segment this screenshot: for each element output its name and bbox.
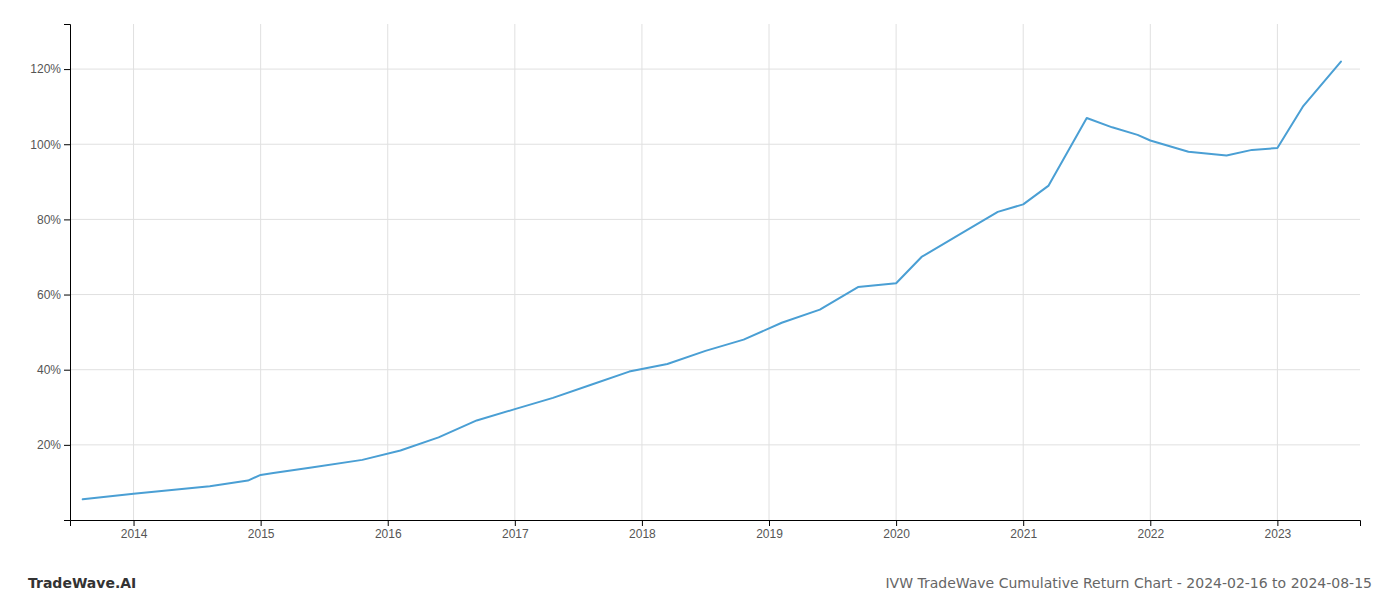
grid-line — [260, 24, 261, 520]
marks — [83, 62, 1341, 500]
tick-mark — [64, 370, 70, 371]
grid-line — [896, 24, 897, 520]
grid-line — [70, 219, 1360, 220]
tick-mark — [1023, 520, 1024, 526]
grid-line — [1277, 24, 1278, 520]
title: IVW TradeWave Cumulative Return Chart - … — [885, 575, 1372, 591]
tick-label: 2015 — [248, 527, 275, 541]
grid — [70, 24, 1360, 520]
grid-line — [641, 24, 642, 520]
x-tick: 2014 — [121, 520, 148, 541]
tick-label: 60% — [37, 288, 61, 302]
y-tick: 100% — [30, 138, 70, 152]
x-tick: 2023 — [1265, 520, 1292, 541]
grid-line — [70, 69, 1360, 70]
y-tick: 20% — [37, 438, 70, 452]
line — [83, 62, 1341, 500]
tick-label: 2020 — [883, 527, 910, 541]
x-tick: 2020 — [883, 520, 910, 541]
tick-mark — [1150, 520, 1151, 526]
tick-mark — [64, 144, 70, 145]
x-tick: 2017 — [502, 520, 529, 541]
grid-line — [387, 24, 388, 520]
tick-label: 2022 — [1137, 527, 1164, 541]
grid-line — [70, 294, 1360, 295]
tick-label: 2018 — [629, 527, 656, 541]
grid-line — [769, 24, 770, 520]
axis-line — [64, 25, 71, 521]
x-tick: 2021 — [1010, 520, 1037, 541]
grid-line — [514, 24, 515, 520]
tick-label: 40% — [37, 363, 61, 377]
grid-line — [70, 369, 1360, 370]
x-axis: 2014 2015 2016 2017 2018 2019 2020 2021 2022 2023 — [71, 520, 1361, 541]
tick-label: 2016 — [375, 527, 402, 541]
y-axis: 20% 40% 60% 80% 100% 120% — [30, 25, 70, 521]
tick-label: 120% — [30, 62, 61, 76]
tick-label: 80% — [37, 213, 61, 227]
annotation: TradeWave.AI — [28, 575, 136, 591]
tick-mark — [642, 520, 643, 526]
x-tick: 2015 — [248, 520, 275, 541]
x-tick: 2022 — [1137, 520, 1164, 541]
tick-label: 2021 — [1010, 527, 1037, 541]
tick-mark — [64, 295, 70, 296]
tick-mark — [769, 520, 770, 526]
tick-mark — [134, 520, 135, 526]
grid-line — [1023, 24, 1024, 520]
tick-mark — [64, 445, 70, 446]
tick-label: 2019 — [756, 527, 783, 541]
tick-label: 2017 — [502, 527, 529, 541]
tick-mark — [261, 520, 262, 526]
tick-mark — [515, 520, 516, 526]
tick-mark — [896, 520, 897, 526]
tick-mark — [64, 69, 70, 70]
axis-line — [71, 521, 1361, 527]
plot: 2014 2015 2016 2017 2018 2019 2020 2021 2022 2023… — [30, 24, 1360, 541]
x-tick: 2016 — [375, 520, 402, 541]
tick-label: 2014 — [121, 527, 148, 541]
x-tick: 2019 — [756, 520, 783, 541]
tick-label: 100% — [30, 138, 61, 152]
y-tick: 120% — [30, 62, 70, 76]
chart: 2014 2015 2016 2017 2018 2019 2020 2021 2022 2023… — [0, 0, 1400, 600]
tick-mark — [64, 219, 70, 220]
tick-label: 2023 — [1265, 527, 1292, 541]
tick-mark — [1277, 520, 1278, 526]
grid-line — [133, 24, 134, 520]
grid-line — [1150, 24, 1151, 520]
y-tick: 40% — [37, 363, 70, 377]
y-tick: 80% — [37, 213, 70, 227]
grid-line — [70, 444, 1360, 445]
x-tick: 2018 — [629, 520, 656, 541]
tick-label: 20% — [37, 438, 61, 452]
tick-mark — [388, 520, 389, 526]
y-tick: 60% — [37, 288, 70, 302]
